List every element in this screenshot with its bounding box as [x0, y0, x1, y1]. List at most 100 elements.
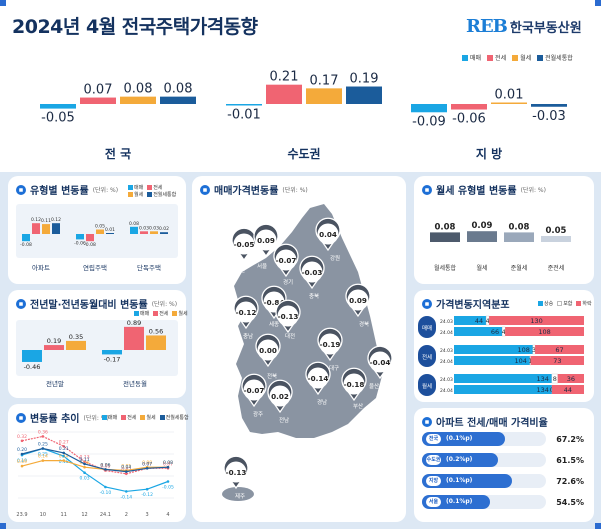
x-tick-label: 2: [125, 512, 128, 518]
trend-value-label: 0.08: [142, 460, 152, 466]
x-tick-label: 23.9: [16, 512, 27, 518]
bar-전월세통합: [160, 232, 168, 234]
corner-marker: [595, 523, 601, 529]
bar-value-label: -0.08: [84, 242, 96, 248]
region-name-label: 대구: [329, 364, 339, 372]
region-name-label: 제주: [235, 492, 245, 500]
korea-map: -0.05 인천 0.09 서울 0.04 강원 -0.07 경기 -0.03 충북 -0.84 세종…: [222, 204, 393, 501]
region-name-label: 전남: [279, 416, 289, 424]
region-name-label: 세종: [269, 320, 279, 328]
trend-value-label: 0.07: [142, 461, 152, 467]
ratio-change-label: (0.1%p): [446, 435, 473, 442]
map-marker-bubble: [307, 367, 329, 389]
map-marker-bubble: [225, 461, 247, 483]
dist-value-label: 134: [536, 386, 548, 394]
dist-value-label: 67: [555, 346, 563, 354]
bar-value-label: 0.08: [164, 82, 193, 97]
map-value-label: -0.03: [302, 268, 323, 277]
bar-value-label: -0.08: [20, 242, 32, 248]
bar-value-label: 0.02: [159, 226, 169, 232]
map-card: 매매가격변동률 (단위: %) -0.05 인천 0.09 서울 0.04 강원 -0.07…: [192, 176, 406, 522]
bar-전세: [124, 326, 144, 350]
bar-value-label: 0.17: [310, 73, 339, 88]
trend-value-label: -0.14: [120, 494, 132, 500]
wolse-type-card: 월세 유형별 변동률 (단위: %) 0.08 월세통합 0.09 월세 0.08 준월세…: [414, 176, 594, 284]
dist-value-label: 66: [491, 328, 499, 336]
bar-전세: [266, 84, 302, 104]
legend-item-wolse: 월세: [512, 53, 531, 62]
ratio-value: 61.5%: [556, 456, 584, 465]
category-label: 아파트: [32, 263, 50, 272]
trend-card: 변동률 추이 (단위: %) 매매 전세 월세 전월세통합 0.19 0.25 0.…: [8, 404, 189, 522]
dist-value-label: 36: [567, 375, 575, 383]
cumulative-card: 전년말·전년동월대비 변동률 (단위: %) 매매 전세 월세 -0.46 0.1…: [8, 290, 188, 398]
trend-point: [62, 454, 66, 458]
dist-value-label: 130: [530, 317, 542, 325]
map-marker-bubble: [269, 385, 291, 407]
dist-segment: [489, 316, 584, 325]
trend-line-전월세통합: [21, 447, 169, 473]
bar-전세: [44, 345, 64, 350]
trend-value-label: 0.27: [59, 439, 69, 445]
ratio-change-label: (0.1%p): [446, 477, 473, 484]
bar-value-label: 0.12: [31, 217, 41, 223]
bar-매매: [226, 104, 262, 106]
map-value-label: -0.07: [276, 256, 297, 265]
bar-value-label: 0.56: [149, 327, 163, 335]
dist-segment: [454, 327, 503, 336]
map-value-label: -0.12: [236, 308, 257, 317]
map-value-label: -0.13: [278, 312, 299, 321]
dist-segment: [530, 356, 584, 365]
dist-value-label: 108: [517, 346, 529, 354]
region-name-label: 서울: [257, 262, 267, 270]
trend-value-label: 0.25: [38, 452, 48, 458]
dist-value-label: 8: [553, 375, 557, 383]
dist-value-label: 73: [553, 357, 561, 365]
trend-value-label: 0.13: [80, 455, 90, 461]
ratio-row: 전국 (0.1%p): [422, 432, 546, 446]
map-value-label: -0.04: [370, 358, 391, 367]
trend-value-label: -0.10: [100, 490, 112, 496]
bar-준전세: [541, 236, 571, 242]
bar-value-label: -0.06: [74, 240, 86, 246]
category-label: 전년말: [46, 379, 64, 388]
dist-value-label: 134: [536, 375, 548, 383]
period-label: 24.03: [440, 348, 453, 354]
corner-marker: [0, 0, 6, 6]
bar-전세: [86, 234, 94, 242]
bar-준월세: [504, 232, 534, 242]
dist-segment: [454, 356, 530, 365]
bar-value-label: 0.89: [127, 319, 141, 327]
category-label: 준월세: [511, 264, 528, 272]
bar-value-label: -0.05: [41, 111, 75, 126]
bar-월세: [491, 102, 527, 104]
ratio-value: 67.2%: [556, 435, 584, 444]
trend-point: [41, 447, 45, 450]
trend-value-label: 0.20: [17, 447, 27, 453]
bar-value-label: 0.21: [270, 70, 299, 85]
bar-value-label: 0.08: [124, 82, 153, 97]
distribution-card-title: 가격변동지역분포: [422, 296, 510, 311]
trend-point: [124, 470, 128, 473]
bar-value-label: 0.12: [51, 217, 61, 223]
period-label: 24.04: [440, 359, 453, 365]
region-name-label: 대전: [285, 332, 295, 340]
ratio-row: 지방 (0.1%p): [422, 474, 546, 488]
cumulative-legend: 매매 전세 월세: [134, 310, 188, 317]
trend-point: [124, 472, 128, 476]
map-value-label: -0.19: [320, 340, 341, 349]
map-marker-bubble: [243, 379, 265, 401]
period-label: 24.04: [440, 388, 453, 394]
trend-value-label: 0.07: [163, 461, 173, 467]
ratio-region-label: 전국: [426, 434, 441, 444]
trend-value-label: 0.25: [38, 442, 48, 448]
region-name-label: 광주: [253, 411, 263, 418]
wolse-type-card-title: 월세 유형별 변동률 (단위: %): [422, 182, 546, 197]
trend-point: [20, 452, 24, 456]
map-value-label: -0.05: [234, 240, 255, 249]
main-legend: 매매 전세 월세 전월세통합: [462, 53, 573, 62]
bar-월세: [146, 335, 166, 350]
trend-value-label: 0.32: [17, 434, 27, 440]
ratio-region-label: 서울: [426, 497, 441, 507]
chart-icon: [16, 298, 26, 309]
